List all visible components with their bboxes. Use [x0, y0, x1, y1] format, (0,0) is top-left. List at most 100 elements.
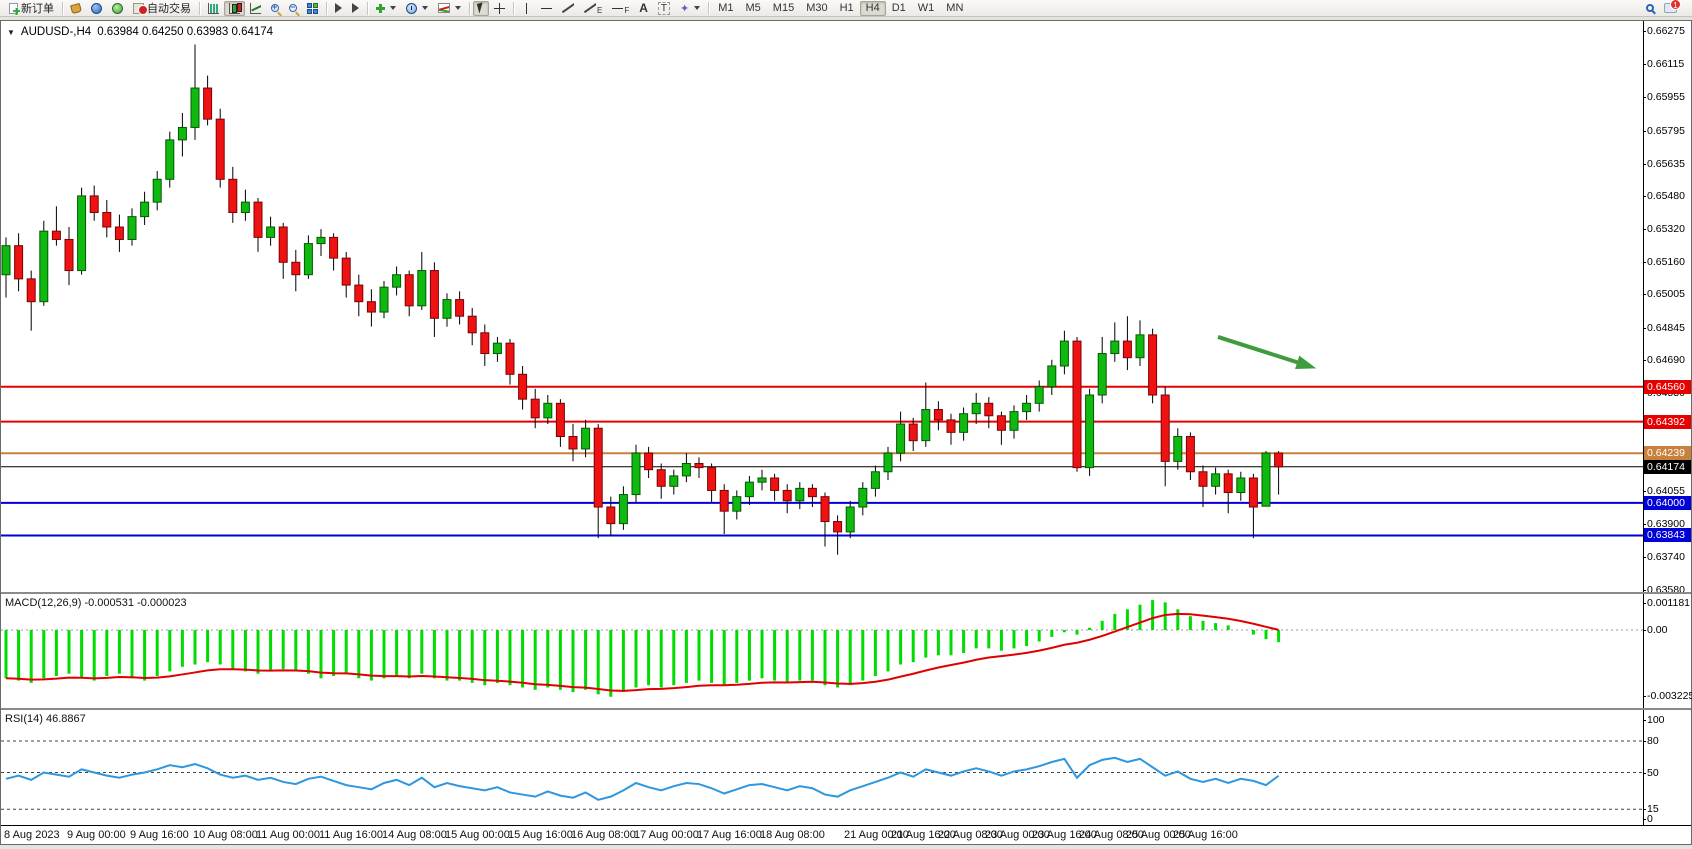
- price-plot[interactable]: [1, 21, 1644, 592]
- timeframe-button-m30[interactable]: M30: [806, 2, 828, 14]
- trendline-button[interactable]: [557, 1, 579, 16]
- macd-plot[interactable]: [1, 594, 1644, 708]
- notification-badge: 1: [1670, 0, 1681, 10]
- arrows-tool-button[interactable]: ✦: [675, 1, 705, 16]
- horizontal-line-icon: [541, 7, 552, 9]
- horizontal-line-button[interactable]: [536, 1, 557, 16]
- time-axis[interactable]: 8 Aug 2023 9 Aug 00:00 9 Aug 16:00 10 Aug 0…: [1, 825, 1691, 842]
- level-price-label: 0.64000: [1644, 495, 1691, 510]
- time-axis-label: 17 Aug 16:00: [697, 829, 762, 841]
- chart-shift-button[interactable]: [347, 1, 364, 16]
- new-order-label: 新订单: [21, 3, 54, 15]
- zoom-in-button[interactable]: +: [266, 1, 284, 16]
- macd-axis[interactable]: 0.001181 0.00 -0.003225: [1642, 594, 1692, 708]
- rsi-label: RSI(14) 46.8867: [5, 713, 86, 725]
- search-button[interactable]: [1641, 1, 1659, 16]
- macd-label: MACD(12,26,9) -0.000531 -0.000023: [5, 597, 187, 609]
- new-order-icon: [9, 2, 18, 14]
- chart-title[interactable]: ▼ AUDUSD-,H4 0.63984 0.64250 0.63983 0.6…: [7, 26, 273, 38]
- timeframe-button-w1[interactable]: W1: [917, 2, 935, 14]
- toolbar-separator: [199, 1, 200, 15]
- time-axis-label: 8 Aug 2023: [4, 829, 60, 841]
- auto-scroll-icon: [335, 3, 342, 13]
- label-tool-button[interactable]: T: [653, 1, 675, 16]
- label-tool-icon: T: [657, 1, 671, 15]
- macd-tick: 0.00: [1642, 624, 1668, 636]
- price-tick: 0.65160: [1643, 256, 1685, 269]
- chat-button[interactable]: 1: [1659, 0, 1682, 16]
- mql-icon: [91, 2, 102, 14]
- tile-windows-button[interactable]: [302, 1, 323, 16]
- chevron-down-icon: [422, 6, 428, 10]
- template-icon: [438, 3, 450, 13]
- level-price-label: 0.64560: [1644, 379, 1691, 394]
- new-order-button[interactable]: 新订单: [4, 1, 59, 16]
- chevron-down-icon: [455, 6, 461, 10]
- periods-button[interactable]: [401, 1, 433, 16]
- bar-chart-button[interactable]: [203, 1, 224, 16]
- price-tick: 0.64055: [1643, 485, 1685, 498]
- time-axis-label: 9 Aug 16:00: [130, 829, 189, 841]
- price-axis[interactable]: 0.66275 0.66115 0.65955 0.65795 0.65635 0.654…: [1642, 21, 1691, 596]
- timeframe-button-mn[interactable]: MN: [946, 2, 964, 14]
- price-tick: 0.66275: [1643, 25, 1685, 37]
- time-axis-label: 15 Aug 00:00: [445, 829, 510, 841]
- rsi-tick: 50: [1643, 766, 1659, 779]
- timeframe-button-m15[interactable]: M15: [772, 2, 795, 14]
- autotrading-button[interactable]: 自动交易: [128, 1, 196, 16]
- templates-button[interactable]: [433, 1, 466, 16]
- clock-icon: [406, 2, 417, 14]
- cursor-button[interactable]: [473, 0, 489, 16]
- time-axis-label: 16 Aug 08:00: [571, 829, 636, 841]
- level-price-label: 0.64392: [1644, 414, 1691, 429]
- candlestick-chart-button[interactable]: [224, 0, 245, 16]
- rsi-axis[interactable]: 100 80 50 15 0: [1643, 710, 1691, 825]
- zoom-out-button[interactable]: −: [284, 1, 302, 16]
- paint-bucket-icon: [70, 2, 82, 14]
- rsi-tick: 100: [1643, 714, 1665, 726]
- cursor-arrow-icon: [476, 2, 486, 14]
- time-axis-label: 9 Aug 00:00: [67, 829, 126, 841]
- time-axis-label: 25 Aug 00:00: [1126, 829, 1191, 841]
- time-axis-label: 23 Aug 16:00: [1032, 829, 1097, 841]
- price-tick: 0.65955: [1643, 91, 1685, 104]
- crosshair-button[interactable]: [489, 1, 510, 16]
- time-axis-label: 18 Aug 08:00: [760, 829, 825, 841]
- price-tick: 0.65635: [1643, 157, 1685, 170]
- line-chart-button[interactable]: [245, 1, 266, 16]
- vertical-line-button[interactable]: [517, 1, 536, 16]
- channel-button[interactable]: E: [579, 1, 607, 16]
- time-axis-label: 25 Aug 16:00: [1173, 829, 1238, 841]
- timeframe-button-m5[interactable]: M5: [745, 2, 761, 14]
- rsi-plot[interactable]: [1, 710, 1644, 825]
- bar-chart-icon: [208, 2, 219, 14]
- toolbar-separator: [326, 1, 327, 15]
- timeframe-button-h1[interactable]: H1: [839, 2, 854, 14]
- styler-button[interactable]: [66, 1, 86, 16]
- zoom-in-icon: +: [271, 2, 279, 12]
- time-axis-label: 10 Aug 08:00: [193, 829, 258, 841]
- chevron-down-icon: [390, 6, 396, 10]
- metaeditor-button[interactable]: [86, 1, 107, 16]
- toolbar-separator: [469, 1, 470, 15]
- text-tool-button[interactable]: A: [634, 1, 653, 16]
- price-tick: 0.65320: [1643, 223, 1685, 236]
- price-tick: 0.63740: [1643, 550, 1685, 563]
- price-tick: 0.65005: [1643, 288, 1685, 301]
- timeframe-button-d1[interactable]: D1: [891, 2, 906, 14]
- auto-scroll-button[interactable]: [330, 1, 347, 16]
- macd-tick: 0.001181: [1642, 596, 1691, 609]
- indicators-button[interactable]: [371, 1, 401, 16]
- timeframe-group: M1 M5 M15 M30 H1 H4 D1 W1 MN: [712, 0, 969, 16]
- time-axis-label: 23 Aug 00:00: [985, 829, 1050, 841]
- timeframe-button-h4[interactable]: H4: [859, 0, 886, 16]
- rsi-tick: 0: [1643, 813, 1653, 825]
- fibonacci-letter: F: [624, 5, 630, 15]
- fibonacci-button[interactable]: F: [607, 1, 634, 16]
- price-pane: ▼ AUDUSD-,H4 0.63984 0.64250 0.63983 0.6…: [1, 21, 1691, 596]
- toolbar-separator: [367, 1, 368, 15]
- main-toolbar: 新订单 自动交易 + −: [0, 0, 1692, 17]
- signals-button[interactable]: [107, 1, 128, 16]
- timeframe-button-m1[interactable]: M1: [718, 2, 734, 14]
